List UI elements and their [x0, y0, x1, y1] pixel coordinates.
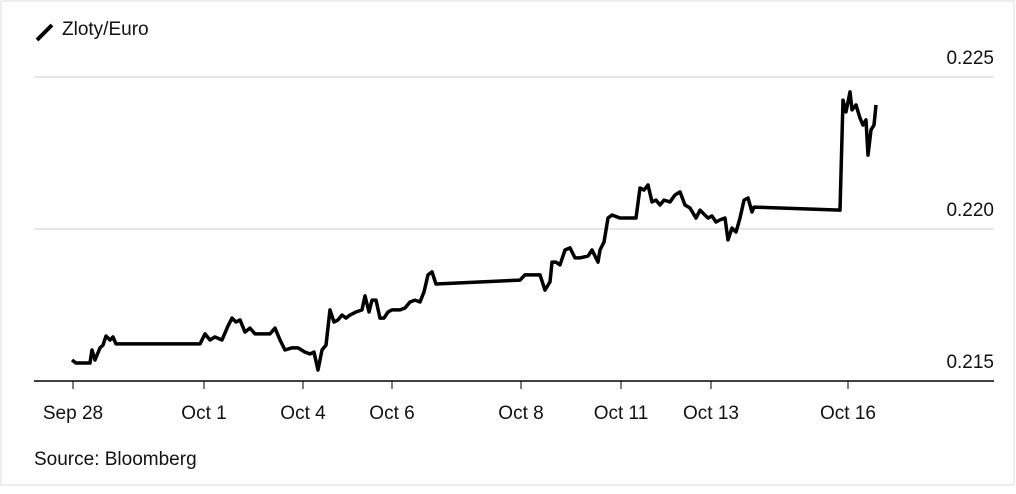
x-tick-label: Oct 11 — [594, 403, 649, 424]
y-tick-label: 0.220 — [946, 200, 994, 221]
x-tick-label: Oct 6 — [369, 403, 414, 424]
x-tick-label: Oct 4 — [280, 403, 326, 424]
x-tick-label: Sep 28 — [43, 403, 103, 424]
line — [70, 90, 878, 372]
chart-title: Zloty/Euro — [62, 19, 149, 40]
source: Source: Bloomberg — [34, 449, 197, 470]
x-tick-label: Oct 13 — [683, 403, 739, 424]
y-tick-label: 0.225 — [946, 48, 994, 69]
x-tick-label: Oct 16 — [820, 403, 876, 424]
y-tick-label: 0.215 — [946, 352, 994, 373]
x-tick-label: Oct 8 — [498, 403, 543, 424]
legend-icon — [35, 23, 54, 42]
x-tick-label: Oct 1 — [181, 403, 226, 424]
